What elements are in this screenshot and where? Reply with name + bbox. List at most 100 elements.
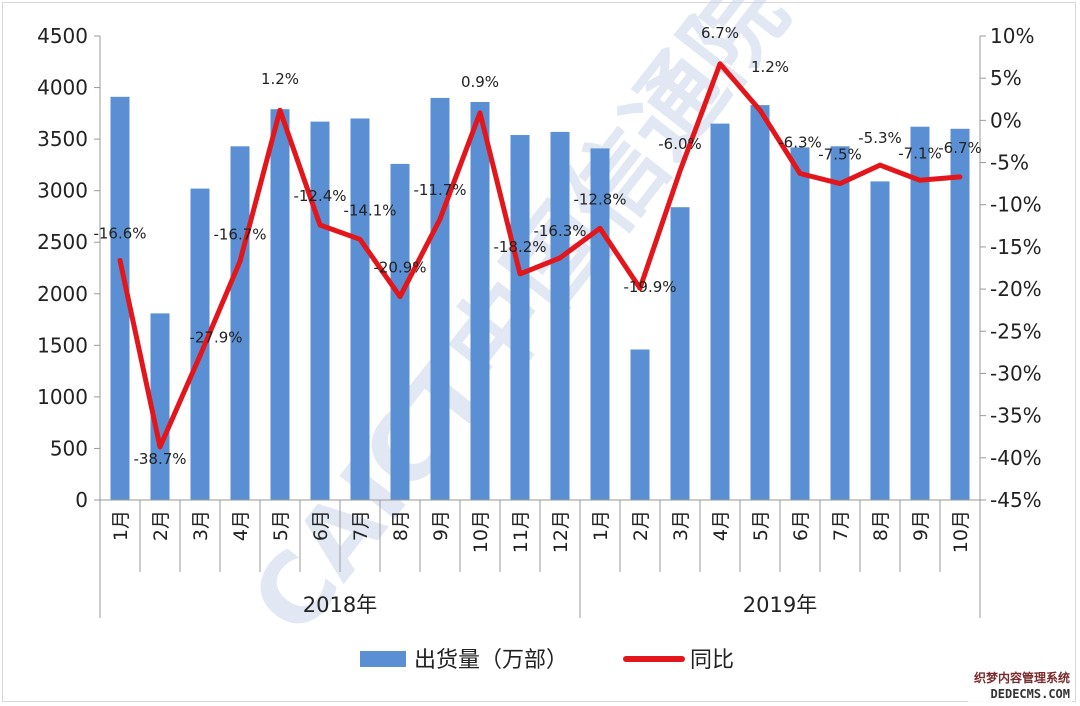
data-label: -14.1%: [343, 201, 396, 219]
bar: [430, 97, 450, 501]
axes: 0 500 1000 1500 2000 2500 3000 3500 4000 4500 -45%…: [37, 24, 1042, 618]
line-series: [117, 61, 963, 450]
bar: [230, 146, 250, 501]
x-tick-label: 8月: [390, 510, 412, 541]
x-tick-label: 7月: [830, 510, 852, 541]
y2-tick-label: 5%: [990, 66, 1022, 90]
y-tick-label: 4500: [37, 24, 88, 48]
data-label: 1.2%: [261, 70, 299, 88]
y-tick-label: 2500: [37, 230, 88, 254]
y2-tick-label: -5%: [990, 151, 1029, 175]
data-label: -20.9%: [373, 259, 426, 277]
bar: [750, 105, 770, 500]
site-watermark-cn: 织梦内容管理系统: [974, 670, 1070, 685]
data-label: -7.5%: [818, 146, 862, 164]
y-tick-label: 1000: [37, 385, 88, 409]
data-label: -6.7%: [938, 139, 982, 157]
y-tick-label: 0: [75, 488, 88, 512]
x-tick-label: 3月: [670, 510, 692, 541]
data-label: -12.4%: [293, 187, 346, 205]
bar: [870, 181, 890, 500]
data-label: -12.8%: [573, 190, 626, 208]
y-tick-label: 500: [50, 436, 88, 460]
bar: [830, 146, 850, 501]
y2-tick-label: -25%: [990, 319, 1042, 343]
legend: 出货量（万部） 同比: [360, 648, 734, 673]
data-label: 6.7%: [701, 24, 739, 42]
data-label: -6.3%: [778, 134, 822, 152]
data-label: 0.9%: [461, 73, 499, 91]
x-tick-label: 10月: [470, 510, 492, 553]
x-tick-label: 2月: [630, 510, 652, 541]
bar: [390, 163, 410, 500]
x-tick-label: 5月: [750, 510, 772, 541]
y-tick-label: 4000: [37, 76, 88, 100]
y-tick-label: 1500: [37, 333, 88, 357]
bar: [790, 147, 810, 500]
y2-tick-label: -10%: [990, 193, 1042, 217]
data-label: -16.6%: [93, 224, 146, 242]
bar: [270, 109, 290, 500]
x-tick-label: 3月: [190, 510, 212, 541]
y-tick-label: 3000: [37, 179, 88, 203]
bar: [190, 188, 210, 500]
bar: [670, 207, 690, 500]
y2-tick-label: -20%: [990, 277, 1042, 301]
data-label: 1.2%: [751, 58, 789, 76]
y-tick-label: 3500: [37, 127, 88, 151]
site-watermark-bg: [968, 668, 1072, 702]
x-tick-label: 7月: [350, 510, 372, 541]
x-tick-label: 9月: [430, 510, 452, 541]
bar-series: [110, 96, 970, 501]
bar: [510, 135, 530, 500]
x-tick-label: 1月: [110, 510, 132, 541]
y-tick-label: 2000: [37, 282, 88, 306]
data-label: -6.0%: [658, 135, 702, 153]
bar: [470, 102, 490, 500]
line-series-yoy: [117, 61, 963, 450]
x-tick-label: 8月: [870, 510, 892, 541]
bar: [310, 121, 330, 500]
x-tick-label: 4月: [710, 510, 732, 541]
y2-tick-label: 10%: [990, 24, 1034, 48]
x-tick-label: 9月: [910, 510, 932, 541]
data-label: -19.9%: [623, 278, 676, 296]
legend-label-line: 同比: [690, 648, 734, 673]
x-tick-label: 6月: [310, 510, 332, 541]
group-label: 2018年: [303, 593, 377, 617]
data-label: -18.2%: [493, 238, 546, 256]
x-tick-label: 6月: [790, 510, 812, 541]
y2-tick-label: -45%: [990, 488, 1042, 512]
bar: [950, 128, 970, 501]
data-labels: -16.6% -38.7% -27.9% -16.7% 1.2% -12.4%-14.1%…: [93, 24, 981, 468]
bar: [350, 118, 370, 500]
bar: [150, 313, 170, 500]
group-label: 2019年: [743, 593, 817, 617]
x-tick-label: 11月: [510, 510, 532, 553]
x-tick-label: 2月: [150, 510, 172, 541]
data-label: -5.3%: [858, 129, 902, 147]
data-label: -7.1%: [898, 144, 942, 162]
legend-label-bar: 出货量（万部）: [414, 648, 568, 673]
data-label: -11.7%: [413, 181, 466, 199]
y2-tick-label: -35%: [990, 404, 1042, 428]
y2-tick-label: -30%: [990, 361, 1042, 385]
x-tick-label: 10月: [950, 510, 972, 553]
data-label: -16.7%: [213, 225, 266, 243]
bar: [630, 349, 650, 500]
x-tick-label: 4月: [230, 510, 252, 541]
site-watermark-en: DEDECMS.COM: [991, 687, 1070, 701]
bar: [710, 123, 730, 500]
y2-tick-label: -40%: [990, 446, 1042, 470]
legend-swatch-bar: [360, 651, 406, 667]
y2-tick-label: -15%: [990, 235, 1042, 259]
bar: [550, 131, 570, 500]
x-tick-label: 5月: [270, 510, 292, 541]
x-tick-label: 1月: [590, 510, 612, 541]
data-label: -27.9%: [189, 329, 242, 347]
bar: [110, 96, 130, 501]
bar: [910, 126, 930, 500]
data-label: -16.3%: [533, 222, 586, 240]
